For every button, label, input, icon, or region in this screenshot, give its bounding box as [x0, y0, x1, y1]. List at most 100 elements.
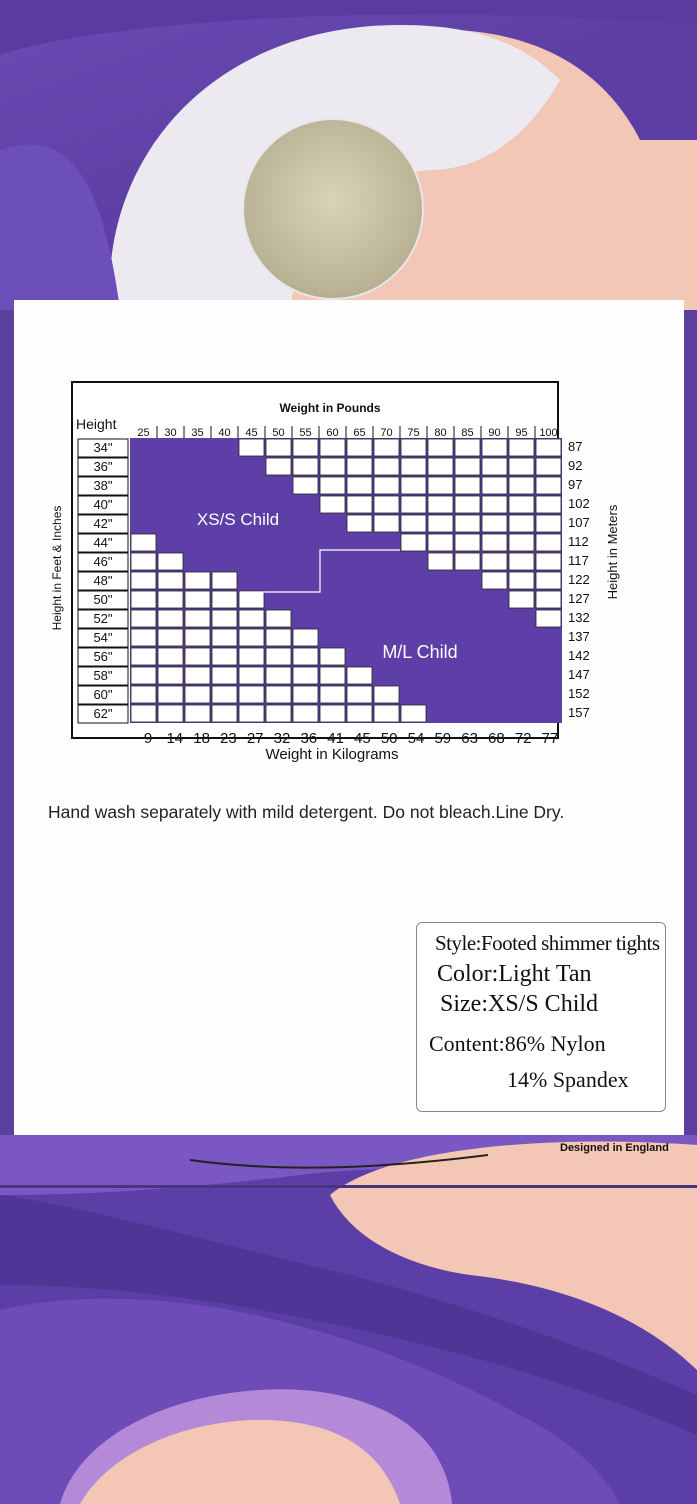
chart-cell	[211, 666, 238, 685]
chart-cell	[427, 495, 454, 514]
pound-tick-label: 100	[539, 427, 557, 439]
chart-cell	[265, 609, 292, 628]
chart-cell	[508, 590, 535, 609]
kg-tick-label: 27	[247, 730, 264, 747]
chart-cell	[319, 647, 346, 666]
height-label-cell	[77, 438, 129, 458]
chart-cell	[211, 647, 238, 666]
height-label-cell	[77, 495, 129, 515]
chart-title: Weight in Pounds	[279, 401, 380, 415]
chart-cell	[211, 590, 238, 609]
height-inches-label: 46"	[93, 554, 112, 569]
chart-cell	[157, 685, 184, 704]
chart-cell	[454, 457, 481, 476]
chart-cell	[292, 438, 319, 457]
chart-cell	[238, 609, 265, 628]
height-cm-label: 152	[568, 686, 590, 701]
chart-cell	[400, 476, 427, 495]
height-cm-label: 142	[568, 648, 590, 663]
chart-cell	[130, 704, 157, 723]
chart-cell	[508, 495, 535, 514]
chart-cell	[238, 647, 265, 666]
chart-cell	[184, 590, 211, 609]
height-inches-label: 58"	[93, 668, 112, 683]
pound-tick-label: 30	[164, 427, 176, 439]
kg-tick-label: 50	[381, 730, 398, 747]
height-inches-label: 40"	[93, 497, 112, 512]
height-cm-label: 157	[568, 705, 590, 720]
kg-tick-label: 68	[488, 730, 505, 747]
chart-cell	[130, 590, 157, 609]
pound-tick-label: 95	[515, 427, 527, 439]
chart-cell	[184, 628, 211, 647]
chart-cell	[454, 514, 481, 533]
height-inches-label: 44"	[93, 535, 112, 550]
chart-cell	[481, 571, 508, 590]
chart-cell	[346, 514, 373, 533]
pound-tick-label: 85	[461, 427, 473, 439]
chart-cell	[535, 514, 562, 533]
size-chart: Weight in Pounds 25 30 35 40 45 50 55 60 65 70 75 80…	[50, 381, 620, 763]
chart-cell	[346, 438, 373, 457]
height-cm-label: 112	[568, 534, 589, 549]
chart-cell	[238, 438, 265, 457]
chart-cell	[130, 666, 157, 685]
chart-cell	[508, 552, 535, 571]
height-inches-label: 42"	[93, 516, 112, 531]
chart-cell	[481, 476, 508, 495]
chart-cell	[427, 457, 454, 476]
height-label-cell	[77, 685, 129, 705]
chart-cell	[427, 533, 454, 552]
chart-cell	[157, 666, 184, 685]
chart-cell	[265, 457, 292, 476]
height-inches-label: 62"	[93, 706, 112, 721]
chart-cell	[373, 457, 400, 476]
height-inches-label: 60"	[93, 687, 112, 702]
height-label-cell	[77, 514, 129, 534]
pound-tick-label: 25	[137, 427, 149, 439]
pound-tick-label: 70	[380, 427, 392, 439]
region-label-ml: M/L Child	[382, 642, 457, 662]
chart-cell	[184, 609, 211, 628]
chart-cell	[292, 666, 319, 685]
chart-cell	[319, 457, 346, 476]
care-instructions: Hand wash separately with mild detergent…	[48, 802, 565, 822]
height-label-cell	[77, 628, 129, 648]
chart-cell	[400, 457, 427, 476]
size-divider	[240, 549, 400, 593]
chart-cell	[130, 685, 157, 704]
chart-cell	[535, 571, 562, 590]
chart-cell	[130, 609, 157, 628]
chart-cell	[157, 552, 184, 571]
packaging-header	[0, 0, 697, 310]
chart-cell	[211, 704, 238, 723]
height-cm-label: 102	[568, 496, 590, 511]
chart-cell	[238, 590, 265, 609]
height-inches-label: 54"	[93, 630, 112, 645]
pound-tick-label: 40	[218, 427, 230, 439]
packaging-footer	[0, 1135, 697, 1504]
chart-cell	[535, 609, 562, 628]
label-content-2: 14% Spandex	[507, 1067, 629, 1092]
chart-cell	[238, 628, 265, 647]
height-cm-label: 117	[568, 553, 589, 568]
chart-cell	[211, 685, 238, 704]
chart-cell	[157, 590, 184, 609]
chart-cell	[292, 628, 319, 647]
designed-in-text: Designed in England	[560, 1142, 669, 1154]
height-label-cell	[77, 457, 129, 477]
chart-cell	[319, 495, 346, 514]
height-inches-label: 34"	[93, 440, 112, 455]
chart-cell	[184, 704, 211, 723]
chart-cell	[400, 495, 427, 514]
chart-cell	[265, 438, 292, 457]
pound-tick-label: 65	[353, 427, 365, 439]
height-cm-label: 97	[568, 477, 582, 492]
chart-cell	[157, 704, 184, 723]
chart-cell	[130, 533, 157, 552]
chart-cell	[373, 438, 400, 457]
chart-cell	[508, 533, 535, 552]
height-inches-label: 56"	[93, 649, 112, 664]
chart-cell	[130, 647, 157, 666]
chart-cell	[427, 552, 454, 571]
